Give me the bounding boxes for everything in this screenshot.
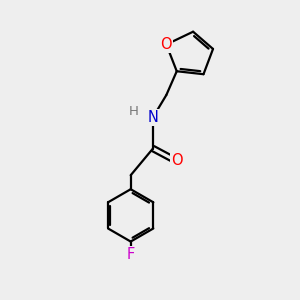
Text: O: O [171, 153, 183, 168]
Text: F: F [127, 248, 135, 262]
Text: N: N [148, 110, 158, 125]
Text: H: H [129, 105, 139, 118]
Text: O: O [160, 37, 172, 52]
